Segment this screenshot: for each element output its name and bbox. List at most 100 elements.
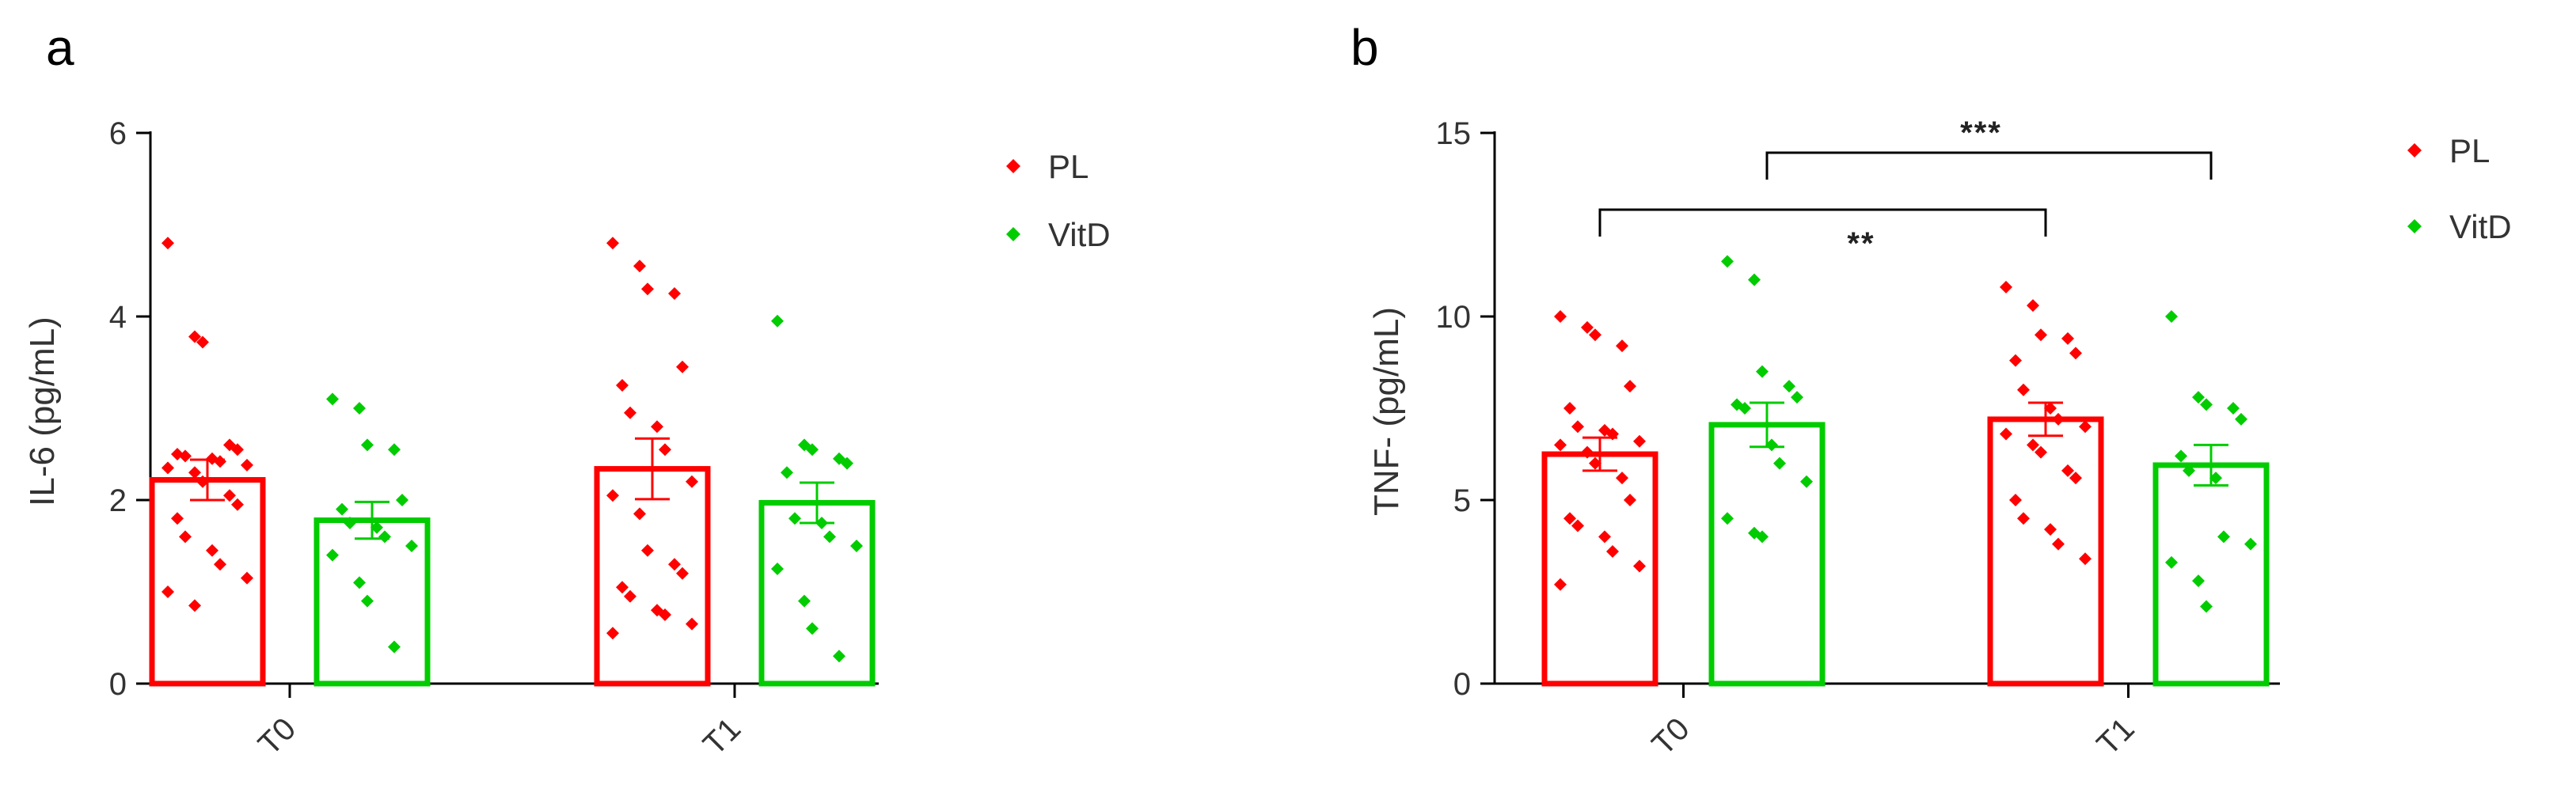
data-point-pl [206, 544, 218, 557]
data-point-pl [223, 489, 236, 502]
data-point-vitd [1756, 530, 1769, 544]
data-point-pl [2035, 445, 2047, 459]
y-tick-label: 2 [109, 483, 127, 518]
data-point-pl [659, 443, 671, 457]
data-point-vitd [1765, 438, 1778, 452]
data-point-vitd [336, 502, 348, 516]
data-point-pl [668, 558, 681, 571]
data-point-vitd [2183, 464, 2195, 477]
data-point-pl [686, 617, 698, 631]
legend-label-vitd: VitD [2449, 208, 2512, 245]
data-point-pl [676, 567, 689, 580]
bar-vitd-t1 [758, 499, 876, 687]
data-point-vitd [1791, 391, 1803, 404]
data-point-pl [676, 360, 689, 373]
data-point-pl [1616, 339, 1628, 353]
data-point-vitd [2165, 310, 2178, 323]
data-point-pl [2061, 464, 2074, 477]
bar-pl-t1 [594, 466, 711, 687]
data-point-vitd [1721, 512, 1734, 525]
data-point-pl [1554, 310, 1567, 323]
data-point-pl [2017, 512, 2030, 525]
data-point-pl [606, 627, 619, 640]
data-point-pl [633, 260, 646, 273]
data-point-pl [196, 475, 209, 488]
data-point-pl [651, 420, 663, 434]
data-point-vitd [771, 314, 784, 328]
data-point-pl [2000, 427, 2012, 441]
data-point-vitd [1783, 380, 1795, 393]
x-tick-label: T1 [697, 711, 747, 762]
data-point-vitd [378, 530, 391, 544]
data-point-pl [161, 585, 174, 598]
data-point-vitd [353, 402, 366, 415]
data-point-pl [1563, 402, 1576, 415]
data-point-pl [2079, 420, 2092, 434]
data-point-pl [606, 489, 619, 502]
data-point-vitd [1773, 457, 1786, 470]
data-point-vitd [788, 512, 801, 525]
x-tick-label: T1 [2091, 711, 2141, 762]
data-point-vitd [326, 548, 339, 562]
data-point-pl [1624, 380, 1636, 393]
data-point-pl [1581, 445, 1594, 459]
data-point-pl [668, 287, 681, 300]
y-tick-label: 0 [109, 667, 127, 702]
data-point-pl [2061, 332, 2074, 345]
data-point-vitd [1756, 365, 1769, 378]
x-tick-label: T0 [252, 711, 302, 762]
data-point-pl [1554, 578, 1567, 591]
data-point-vitd [806, 443, 819, 457]
data-point-pl [624, 589, 636, 603]
data-point-pl [2044, 523, 2057, 536]
data-point-pl [659, 608, 671, 621]
bar-vitd-t1 [2152, 462, 2270, 687]
data-point-vitd [2175, 449, 2187, 463]
data-point-pl [641, 544, 654, 557]
data-point-pl [686, 475, 698, 488]
y-tick-label: 5 [1453, 483, 1471, 518]
data-point-pl [2052, 412, 2065, 426]
y-tick-label: 15 [1436, 116, 1472, 151]
data-point-pl [1598, 530, 1611, 544]
legend-marker-vitd [2407, 219, 2422, 233]
legend-label-vitd: VitD [1048, 216, 1111, 253]
data-point-vitd [823, 530, 836, 544]
data-point-pl [606, 237, 619, 250]
data-point-vitd [2227, 402, 2240, 415]
legend-marker-pl [2407, 143, 2422, 157]
panel-b-letter: b [1351, 19, 1379, 76]
data-point-vitd [361, 438, 374, 452]
data-point-vitd [1800, 475, 1813, 488]
data-point-pl [1554, 438, 1567, 452]
data-point-pl [1624, 494, 1636, 506]
data-point-vitd [344, 517, 356, 529]
data-point-pl [241, 571, 253, 585]
data-point-vitd [850, 540, 863, 552]
data-point-pl [2069, 347, 2082, 360]
data-point-pl [2009, 494, 2022, 506]
data-point-vitd [388, 640, 401, 654]
data-point-pl [188, 466, 201, 479]
data-point-vitd [833, 650, 845, 663]
data-point-pl [1606, 427, 1619, 441]
data-point-vitd [370, 521, 383, 534]
data-point-pl [1571, 519, 1584, 532]
y-axis-title: IL-6 (pg/mL) [23, 316, 62, 506]
data-point-vitd [405, 540, 418, 552]
data-point-vitd [771, 563, 784, 575]
data-point-vitd [841, 457, 853, 470]
significance-label: ** [1847, 226, 1875, 261]
significance-bracket [1598, 208, 2047, 237]
data-point-vitd [2217, 530, 2230, 544]
legend-marker-vitd [1006, 227, 1020, 241]
data-point-pl [1563, 512, 1576, 525]
data-point-pl [1589, 328, 1601, 342]
data-point-pl [1581, 320, 1594, 334]
data-point-vitd [781, 466, 793, 479]
data-point-pl [2027, 299, 2039, 313]
legend-label-pl: PL [2449, 132, 2490, 169]
data-point-pl [1616, 472, 1628, 485]
data-point-pl [1633, 434, 1646, 448]
